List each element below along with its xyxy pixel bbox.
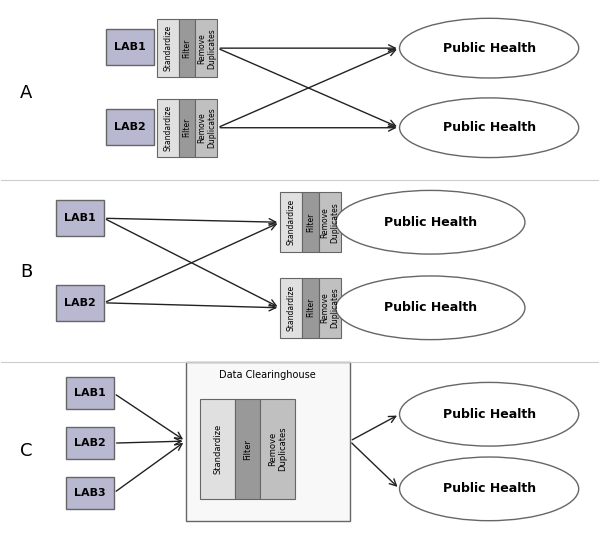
- Text: Public Health: Public Health: [443, 121, 536, 134]
- Text: Remove
Duplicates: Remove Duplicates: [320, 202, 339, 243]
- Bar: [179, 99, 196, 157]
- Text: A: A: [20, 84, 32, 102]
- Ellipse shape: [400, 18, 579, 78]
- Text: Data Clearinghouse: Data Clearinghouse: [219, 371, 316, 380]
- Bar: [185, 362, 350, 521]
- Text: LAB1: LAB1: [64, 213, 96, 223]
- Ellipse shape: [336, 190, 525, 254]
- Bar: [56, 285, 104, 321]
- Bar: [200, 399, 235, 499]
- Text: Filter: Filter: [306, 213, 315, 232]
- Text: Remove
Duplicates: Remove Duplicates: [197, 28, 216, 68]
- Ellipse shape: [400, 98, 579, 158]
- Bar: [302, 278, 319, 338]
- Text: C: C: [20, 442, 32, 460]
- Text: Standardize: Standardize: [163, 25, 172, 71]
- Bar: [179, 19, 196, 77]
- Bar: [157, 19, 179, 77]
- Text: LAB1: LAB1: [74, 388, 106, 398]
- Text: Filter: Filter: [182, 38, 191, 58]
- Bar: [196, 19, 217, 77]
- Text: Public Health: Public Health: [443, 408, 536, 421]
- Text: Standardize: Standardize: [287, 199, 296, 245]
- Text: Standardize: Standardize: [287, 285, 296, 331]
- Bar: [157, 99, 179, 157]
- Text: LAB2: LAB2: [74, 438, 106, 448]
- Bar: [260, 399, 295, 499]
- Text: LAB1: LAB1: [114, 42, 146, 52]
- Bar: [280, 278, 302, 338]
- Text: Remove
Duplicates: Remove Duplicates: [197, 108, 216, 148]
- Bar: [106, 29, 154, 65]
- Bar: [196, 99, 217, 157]
- Text: Filter: Filter: [182, 118, 191, 137]
- Ellipse shape: [336, 276, 525, 339]
- Text: Standardize: Standardize: [214, 424, 223, 474]
- Ellipse shape: [400, 457, 579, 521]
- Bar: [66, 477, 114, 509]
- Ellipse shape: [400, 383, 579, 446]
- Text: Filter: Filter: [306, 298, 315, 317]
- Bar: [66, 427, 114, 459]
- Bar: [319, 278, 341, 338]
- Text: Public Health: Public Health: [443, 41, 536, 55]
- Text: Remove
Duplicates: Remove Duplicates: [268, 427, 287, 471]
- Bar: [235, 399, 260, 499]
- Bar: [302, 193, 319, 252]
- Text: Public Health: Public Health: [384, 216, 477, 229]
- Text: Filter: Filter: [243, 438, 252, 459]
- Bar: [106, 109, 154, 145]
- Text: B: B: [20, 263, 32, 281]
- Text: LAB2: LAB2: [64, 298, 96, 308]
- Text: Standardize: Standardize: [163, 105, 172, 151]
- Text: Public Health: Public Health: [384, 301, 477, 314]
- Text: Public Health: Public Health: [443, 483, 536, 495]
- Bar: [66, 378, 114, 409]
- Text: LAB2: LAB2: [114, 122, 146, 132]
- Bar: [280, 193, 302, 252]
- Text: Remove
Duplicates: Remove Duplicates: [320, 287, 339, 328]
- Bar: [56, 200, 104, 236]
- Text: LAB3: LAB3: [74, 488, 106, 498]
- Bar: [319, 193, 341, 252]
